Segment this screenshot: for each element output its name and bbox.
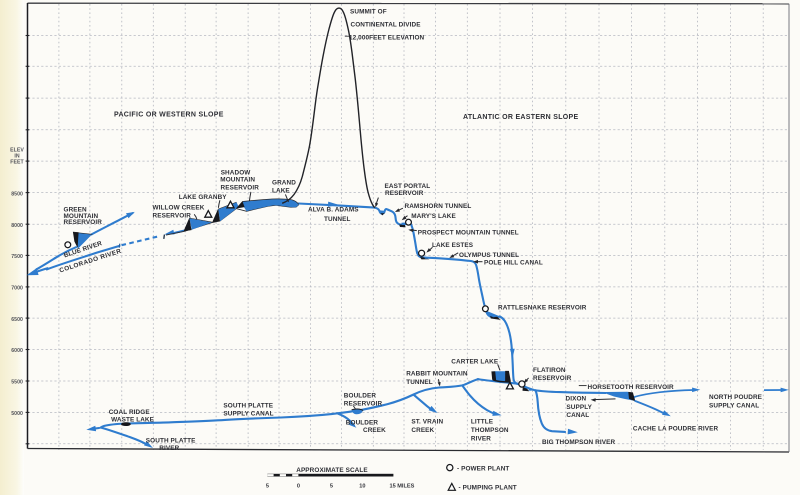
- svg-text:MARY'S LAKE: MARY'S LAKE: [411, 213, 456, 220]
- svg-text:PACIFIC OR WESTERN SLOPE: PACIFIC OR WESTERN SLOPE: [114, 112, 224, 119]
- svg-text:TUNNEL: TUNNEL: [324, 216, 351, 223]
- svg-text:COAL RIDGE: COAL RIDGE: [109, 409, 151, 416]
- svg-text:7000: 7000: [11, 286, 23, 292]
- svg-text:5: 5: [330, 484, 333, 490]
- svg-text:ALVA B. ADAMS: ALVA B. ADAMS: [308, 206, 359, 213]
- svg-text:ELEV: ELEV: [10, 147, 24, 153]
- svg-text:CONTINENTAL DIVIDE: CONTINENTAL DIVIDE: [351, 22, 422, 29]
- svg-text:RATTLESNAKE RESERVOIR: RATTLESNAKE RESERVOIR: [498, 304, 587, 311]
- svg-text:8500: 8500: [11, 191, 23, 197]
- svg-text:MOUNTAIN: MOUNTAIN: [64, 213, 99, 220]
- svg-text:12,000FEET ELEVATION: 12,000FEET ELEVATION: [349, 35, 425, 42]
- svg-text:SOUTH PLATTE: SOUTH PLATTE: [223, 402, 273, 409]
- svg-text:RIVER: RIVER: [159, 445, 179, 452]
- svg-text:8000: 8000: [11, 223, 23, 229]
- svg-text:SUPPLY: SUPPLY: [566, 404, 592, 411]
- svg-text:- POWER PLANT: - POWER PLANT: [457, 465, 509, 472]
- svg-text:BOULDER: BOULDER: [344, 392, 377, 399]
- svg-text:SUMMIT OF: SUMMIT OF: [350, 9, 387, 16]
- svg-text:OLYMPUS TUNNEL: OLYMPUS TUNNEL: [459, 252, 519, 259]
- svg-text:5: 5: [266, 484, 269, 490]
- svg-text:NORTH POUDRE: NORTH POUDRE: [709, 394, 763, 401]
- svg-text:15 MILES: 15 MILES: [390, 484, 415, 490]
- svg-text:6000: 6000: [11, 348, 23, 354]
- svg-text:WILLOW CREEK: WILLOW CREEK: [153, 205, 205, 212]
- svg-text:GRAND: GRAND: [272, 180, 296, 187]
- svg-text:FEET: FEET: [10, 159, 24, 165]
- svg-text:PROSPECT MOUNTAIN TUNNEL: PROSPECT MOUNTAIN TUNNEL: [418, 229, 519, 236]
- svg-text:SHADOW: SHADOW: [221, 170, 252, 177]
- svg-text:6500: 6500: [11, 317, 23, 323]
- svg-text:CREEK: CREEK: [363, 427, 386, 434]
- svg-text:CANAL: CANAL: [566, 412, 589, 419]
- svg-text:CACHE LA POUDRE RIVER: CACHE LA POUDRE RIVER: [633, 425, 719, 432]
- svg-text:FLATIRON: FLATIRON: [533, 367, 566, 374]
- svg-text:APPROXIMATE SCALE: APPROXIMATE SCALE: [296, 467, 368, 474]
- svg-text:POLE HILL CANAL: POLE HILL CANAL: [484, 259, 543, 266]
- svg-text:RESERVOIR: RESERVOIR: [64, 219, 103, 226]
- svg-text:LAKE ESTES: LAKE ESTES: [432, 242, 474, 249]
- svg-text:ATLANTIC OR EASTERN SLOPE: ATLANTIC OR EASTERN SLOPE: [463, 114, 579, 121]
- svg-text:ST. VRAIN: ST. VRAIN: [411, 419, 443, 426]
- svg-text:10: 10: [359, 484, 365, 490]
- svg-text:TUNNEL: TUNNEL: [406, 379, 433, 386]
- svg-text:SUPPLY CANAL: SUPPLY CANAL: [223, 411, 273, 418]
- svg-text:RESERVOIR: RESERVOIR: [385, 190, 424, 197]
- svg-text:0: 0: [297, 484, 300, 490]
- svg-text:DIXON: DIXON: [566, 396, 587, 403]
- svg-text:THOMPSON: THOMPSON: [471, 427, 509, 434]
- svg-text:SOUTH PLATTE: SOUTH PLATTE: [146, 438, 196, 445]
- svg-text:SUPPLY CANAL: SUPPLY CANAL: [709, 402, 759, 409]
- svg-text:EAST PORTAL: EAST PORTAL: [385, 183, 431, 190]
- svg-text:- PUMPING PLANT: - PUMPING PLANT: [459, 484, 517, 491]
- svg-text:BOULDER: BOULDER: [346, 419, 379, 426]
- svg-text:BIG THOMPSON RIVER: BIG THOMPSON RIVER: [542, 439, 615, 446]
- svg-text:LITTLE: LITTLE: [471, 419, 494, 426]
- svg-text:RESERVOIR: RESERVOIR: [221, 184, 260, 191]
- svg-text:CARTER LAKE: CARTER LAKE: [451, 358, 499, 365]
- svg-text:IN: IN: [14, 153, 19, 159]
- svg-text:WASTE LAKE: WASTE LAKE: [111, 417, 155, 424]
- svg-text:RAMSHORN TUNNEL: RAMSHORN TUNNEL: [405, 203, 472, 210]
- svg-text:GREEN: GREEN: [64, 207, 88, 214]
- svg-text:CREEK: CREEK: [411, 427, 434, 434]
- svg-text:7500: 7500: [11, 254, 23, 260]
- svg-text:MOUNTAIN: MOUNTAIN: [220, 177, 255, 184]
- svg-text:HORSETOOTH RESERVOIR: HORSETOOTH RESERVOIR: [588, 384, 675, 391]
- svg-text:5500: 5500: [11, 380, 23, 386]
- svg-text:LAKE: LAKE: [272, 188, 290, 195]
- svg-text:LAKE GRANBY: LAKE GRANBY: [179, 194, 228, 201]
- svg-text:RABBIT MOUNTAIN: RABBIT MOUNTAIN: [406, 370, 468, 377]
- svg-text:RESERVOIR: RESERVOIR: [344, 400, 383, 407]
- svg-text:RESERVOIR: RESERVOIR: [153, 213, 192, 220]
- svg-text:5000: 5000: [11, 411, 23, 417]
- svg-text:RESERVOIR: RESERVOIR: [533, 375, 572, 382]
- svg-text:RIVER: RIVER: [471, 436, 491, 443]
